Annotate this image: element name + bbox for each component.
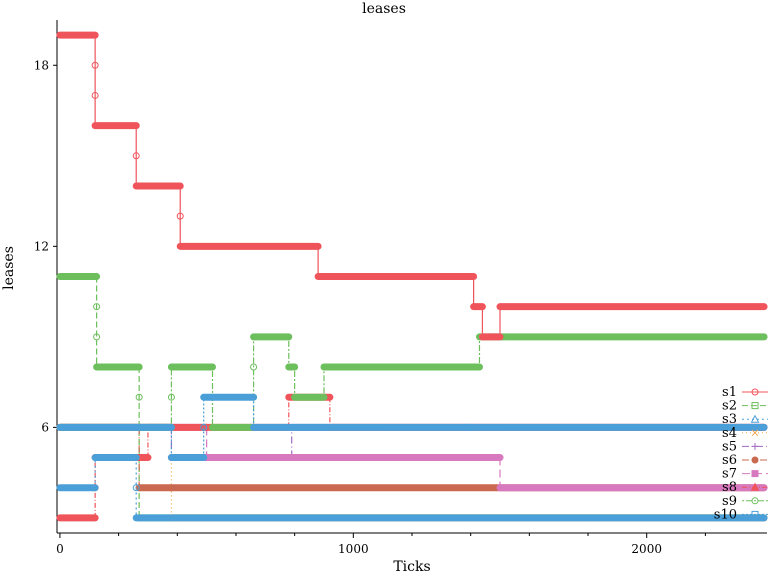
legend-label: s2 — [722, 399, 737, 414]
series-s1-marker — [176, 212, 184, 220]
legend-label: s9 — [722, 494, 737, 509]
legend-label: s3 — [722, 412, 737, 427]
y-axis-label: leases — [1, 246, 17, 290]
series-s4 — [56, 423, 768, 522]
chart-title: leases — [362, 1, 406, 17]
legend-entry-s5: s5 — [722, 439, 768, 454]
legend-marker — [751, 388, 759, 396]
legend-entry-s9: s9 — [722, 494, 768, 509]
legend-entry-s1: s1 — [722, 385, 768, 400]
legend-label: s1 — [722, 385, 737, 400]
y-tick-label: 18 — [34, 58, 49, 72]
series-s1 — [56, 31, 768, 341]
series-s9 — [56, 333, 768, 431]
legend-entry-s7: s7 — [722, 467, 768, 482]
series-s3-marker — [132, 484, 140, 492]
legend-entry-s6: s6 — [722, 453, 768, 468]
legend-entry-s10: s10 — [714, 507, 768, 522]
legend-label: s7 — [722, 467, 737, 482]
legend-marker — [751, 510, 759, 518]
series-s3 — [56, 454, 768, 522]
x-tick-label: 1000 — [338, 542, 369, 556]
series-s9-marker — [250, 363, 258, 371]
series-s2 — [56, 273, 768, 522]
legend-marker — [750, 482, 760, 491]
x-axis-label: Ticks — [393, 559, 430, 575]
plot-area — [56, 31, 768, 522]
legend-marker — [751, 497, 759, 505]
series-s2-marker — [93, 333, 101, 341]
axes: 6 12 18 0 1000 2000 — [34, 20, 767, 556]
legend-label: s5 — [722, 439, 737, 454]
series-s2-marker — [93, 303, 101, 311]
legend-label: s6 — [722, 453, 737, 468]
legend-marker — [751, 402, 759, 410]
legend-marker — [751, 456, 759, 464]
x-tick-label: 2000 — [631, 542, 662, 556]
series-s1-marker — [91, 91, 99, 99]
series-s1-marker — [91, 61, 99, 69]
series-s10 — [56, 393, 768, 462]
y-tick-label: 6 — [41, 420, 49, 434]
legend-marker — [751, 470, 759, 478]
series-s9-marker — [167, 393, 175, 401]
legend-marker — [750, 414, 760, 423]
legend-label: s10 — [714, 507, 737, 522]
x-tick-label: 0 — [56, 542, 64, 556]
y-tick-label: 12 — [34, 239, 49, 253]
legend-marker — [751, 442, 759, 450]
legend-label: s8 — [722, 480, 737, 495]
series-s2-marker — [135, 393, 143, 401]
legend-entry-s4: s4 — [722, 426, 768, 441]
legend-entry-s8: s8 — [722, 480, 768, 495]
legend-entry-s2: s2 — [722, 399, 768, 414]
legend-label: s4 — [722, 426, 737, 441]
legend-marker — [751, 429, 759, 437]
series-s10-marker — [200, 423, 208, 431]
series-s7 — [56, 423, 768, 492]
legend-entry-s3: s3 — [722, 412, 768, 427]
series-s5 — [56, 423, 768, 462]
series-s1-marker — [132, 152, 140, 160]
